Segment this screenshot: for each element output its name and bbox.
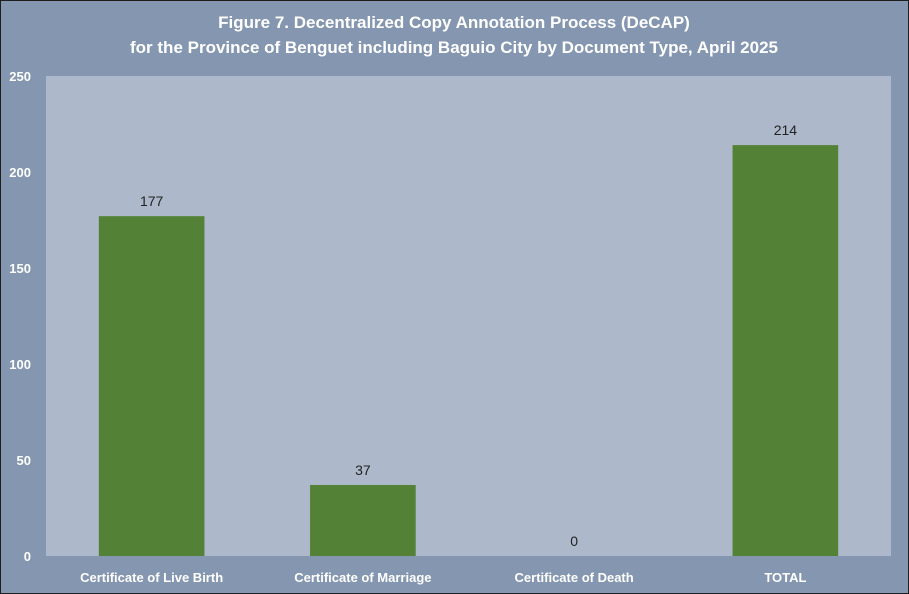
data-label: 37 — [355, 462, 371, 478]
data-label: 177 — [140, 193, 164, 209]
x-tick-label: Certificate of Death — [515, 570, 634, 585]
y-tick-label: 200 — [9, 165, 31, 180]
x-tick-label: TOTAL — [764, 570, 806, 585]
chart-subtitle: for the Province of Benguet including Ba… — [130, 38, 778, 57]
x-tick-label: Certificate of Marriage — [294, 570, 431, 585]
bar — [98, 216, 205, 556]
data-label: 0 — [570, 533, 578, 549]
y-tick-label: 150 — [9, 261, 31, 276]
chart-title: Figure 7. Decentralized Copy Annotation … — [218, 13, 690, 32]
y-tick-label: 250 — [9, 69, 31, 84]
y-tick-label: 0 — [24, 549, 31, 564]
x-tick-label: Certificate of Live Birth — [80, 570, 223, 585]
data-labels-group: 177 37 0 214 — [140, 122, 797, 549]
y-tick-label: 50 — [17, 453, 31, 468]
bar — [732, 145, 839, 556]
bars-group — [98, 145, 839, 556]
bar — [310, 484, 416, 556]
y-tick-label: 100 — [9, 357, 31, 372]
y-axis: 0 50 100 150 200 250 — [9, 69, 31, 564]
x-axis: Certificate of Live Birth Certificate of … — [80, 570, 806, 585]
data-label: 214 — [774, 122, 798, 138]
